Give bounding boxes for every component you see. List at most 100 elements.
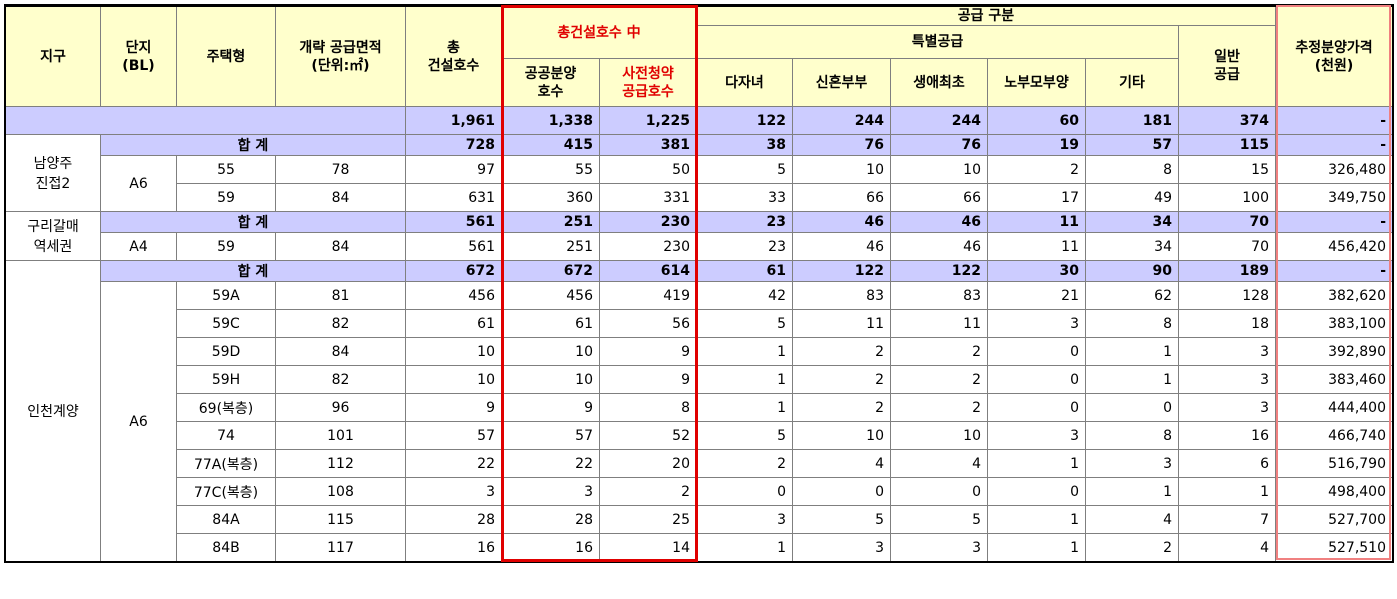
multi-child: 5 bbox=[696, 421, 793, 450]
general: 70 bbox=[1178, 232, 1276, 261]
subtotal-newlywed: 76 bbox=[792, 134, 891, 156]
newlywed: 66 bbox=[792, 183, 891, 212]
first-time: 2 bbox=[890, 393, 988, 422]
total-units: 561 bbox=[405, 232, 502, 261]
public-sale: 22 bbox=[501, 449, 600, 478]
supply-area: 82 bbox=[275, 365, 406, 394]
general: 100 bbox=[1178, 183, 1276, 212]
header-supply-type: 공급 구분 bbox=[696, 5, 1276, 26]
district-name: 인천계양 bbox=[5, 260, 101, 562]
housing-type: 59D bbox=[176, 337, 276, 366]
public-sale: 10 bbox=[501, 365, 600, 394]
pre-subscription: 14 bbox=[599, 533, 697, 562]
table-row: 84A 115 28 28 25 3 5 5 1 4 7 527,700 bbox=[6, 505, 1393, 534]
header-elderly-parents: 노부모부양 bbox=[987, 58, 1086, 107]
district-name: 남양주 진접2 bbox=[5, 134, 101, 212]
total-units: 61 bbox=[405, 309, 502, 338]
elderly-parents: 0 bbox=[987, 365, 1086, 394]
subtotal-multi-child: 61 bbox=[696, 260, 793, 282]
elderly-parents: 3 bbox=[987, 421, 1086, 450]
table-row: 59 84 631 360 331 33 66 66 17 49 100 349,750 bbox=[6, 183, 1393, 212]
supply-area: 78 bbox=[275, 155, 406, 184]
subtotal-multi-child: 38 bbox=[696, 134, 793, 156]
multi-child: 33 bbox=[696, 183, 793, 212]
grand-total-label-cell bbox=[5, 106, 406, 135]
header-housing-type: 주택형 bbox=[176, 5, 276, 107]
supply-area: 112 bbox=[275, 449, 406, 478]
subtotal-others: 57 bbox=[1085, 134, 1179, 156]
subtotal-row: 남양주 진접2 합 계 728 415 381 38 76 76 19 57 115- bbox=[5, 134, 1393, 212]
newlywed: 0 bbox=[792, 477, 891, 506]
first-time: 46 bbox=[890, 232, 988, 261]
others: 8 bbox=[1085, 309, 1179, 338]
est-price: 498,400 bbox=[1275, 477, 1393, 506]
housing-type: 84B bbox=[176, 533, 276, 562]
subtotal-first-time: 46 bbox=[890, 211, 988, 233]
multi-child: 2 bbox=[696, 449, 793, 478]
supply-area: 84 bbox=[275, 232, 406, 261]
elderly-parents: 1 bbox=[987, 533, 1086, 562]
est-price: 349,750 bbox=[1275, 183, 1393, 212]
pre-subscription: 331 bbox=[599, 183, 697, 212]
general: 16 bbox=[1178, 421, 1276, 450]
subtotal-multi-child: 23 bbox=[696, 211, 793, 233]
housing-type: 77A(복층) bbox=[176, 449, 276, 478]
est-price: 527,700 bbox=[1275, 505, 1393, 534]
others: 1 bbox=[1085, 337, 1179, 366]
subtotal-public-sale: 672 bbox=[501, 260, 600, 282]
multi-child: 42 bbox=[696, 281, 793, 310]
table-row: 69(복층) 96 9 9 8 1 2 2 0 0 3 444,400 bbox=[6, 393, 1393, 422]
pre-subscription: 25 bbox=[599, 505, 697, 534]
subtotal-elderly-parents: 11 bbox=[987, 211, 1086, 233]
total-units: 10 bbox=[405, 365, 502, 394]
table-row: A6 55 78 97 55 50 5 10 10 2 8 15 326,480 bbox=[6, 155, 1393, 212]
total-units: 97 bbox=[405, 155, 502, 184]
subtotal-est-price: - bbox=[1275, 134, 1393, 156]
others: 49 bbox=[1085, 183, 1179, 212]
subtotal-newlywed: 122 bbox=[792, 260, 891, 282]
header-newlywed: 신혼부부 bbox=[792, 58, 891, 107]
table-row: 77C(복층) 108 3 3 2 0 0 0 0 1 1 498,400 bbox=[6, 477, 1393, 506]
others: 3 bbox=[1085, 449, 1179, 478]
general: 4 bbox=[1178, 533, 1276, 562]
total-units: 57 bbox=[405, 421, 502, 450]
header-pre-subscription: 사전청약 공급호수 bbox=[599, 58, 697, 107]
elderly-parents: 0 bbox=[987, 337, 1086, 366]
public-sale: 28 bbox=[501, 505, 600, 534]
subtotal-label: 합 계 bbox=[100, 211, 406, 233]
est-price: 444,400 bbox=[1275, 393, 1393, 422]
elderly-parents: 1 bbox=[987, 449, 1086, 478]
others: 2 bbox=[1085, 533, 1179, 562]
grand-total-row: 1,961 1,338 1,225 122 244 244 60 181 374- bbox=[5, 106, 1393, 135]
housing-type: 77C(복층) bbox=[176, 477, 276, 506]
pre-subscription: 419 bbox=[599, 281, 697, 310]
header-among-total: 총건설호수 中 bbox=[501, 5, 697, 59]
multi-child: 1 bbox=[696, 393, 793, 422]
block-name: A4 bbox=[100, 232, 177, 261]
housing-type: 69(복층) bbox=[176, 393, 276, 422]
multi-child: 23 bbox=[696, 232, 793, 261]
supply-area: 96 bbox=[275, 393, 406, 422]
subtotal-elderly-parents: 19 bbox=[987, 134, 1086, 156]
pre-subscription: 20 bbox=[599, 449, 697, 478]
others: 62 bbox=[1085, 281, 1179, 310]
newlywed: 83 bbox=[792, 281, 891, 310]
est-price: 466,740 bbox=[1275, 421, 1393, 450]
subtotal-total-units: 561 bbox=[405, 211, 502, 233]
newlywed: 4 bbox=[792, 449, 891, 478]
grand-total-others: 181 bbox=[1085, 106, 1179, 135]
others: 34 bbox=[1085, 232, 1179, 261]
supply-area: 82 bbox=[275, 309, 406, 338]
first-time: 10 bbox=[890, 421, 988, 450]
total-units: 9 bbox=[405, 393, 502, 422]
newlywed: 10 bbox=[792, 155, 891, 184]
pre-subscription: 9 bbox=[599, 365, 697, 394]
grand-total-public-sale: 1,338 bbox=[501, 106, 600, 135]
est-price: 392,890 bbox=[1275, 337, 1393, 366]
public-sale: 61 bbox=[501, 309, 600, 338]
subtotal-est-price: - bbox=[1275, 260, 1393, 282]
housing-type: 84A bbox=[176, 505, 276, 534]
header-special-supply: 특별공급 bbox=[696, 25, 1179, 59]
public-sale: 251 bbox=[501, 232, 600, 261]
